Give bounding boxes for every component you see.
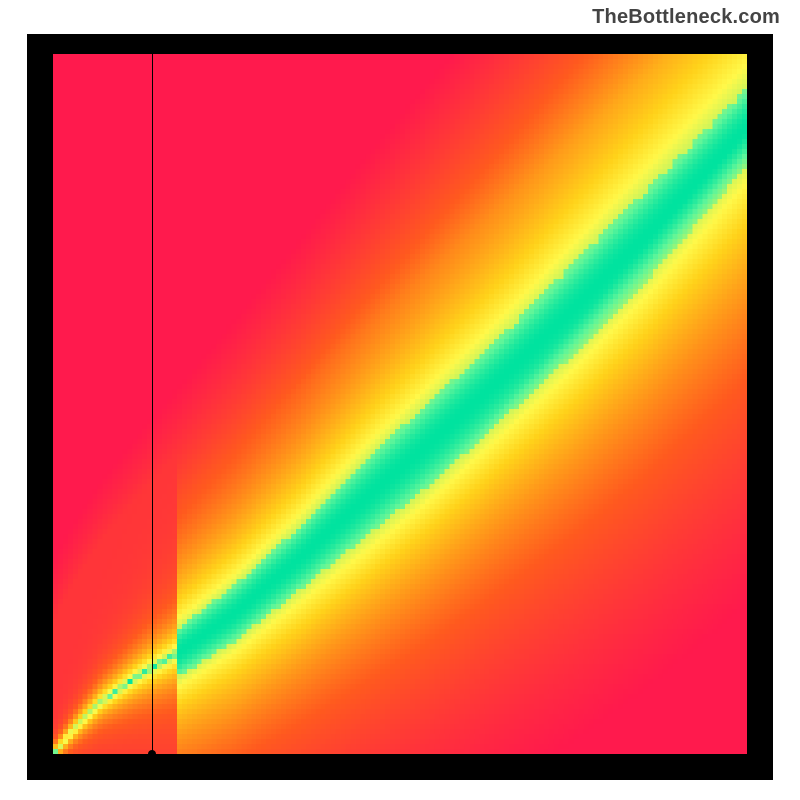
plot-area bbox=[53, 54, 747, 754]
heatmap-canvas bbox=[53, 54, 747, 754]
crosshair-marker bbox=[148, 750, 156, 758]
figure-frame: TheBottleneck.com bbox=[0, 0, 800, 800]
plot-border bbox=[27, 34, 773, 780]
crosshair-vertical bbox=[152, 54, 153, 754]
watermark-text: TheBottleneck.com bbox=[592, 6, 780, 29]
crosshair-horizontal bbox=[53, 754, 747, 755]
